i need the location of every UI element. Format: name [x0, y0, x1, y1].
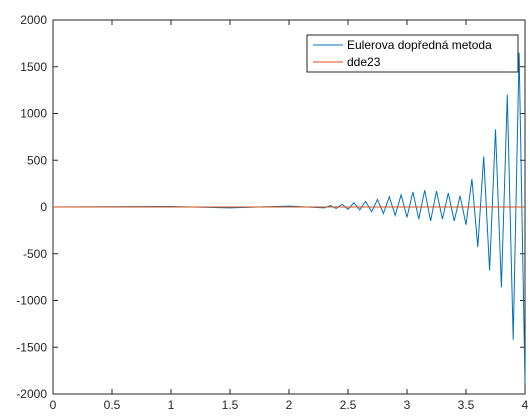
- series-lines: [52, 52, 526, 383]
- legend-box: [306, 34, 519, 73]
- legend: Eulerova dopředná metoda dde23: [306, 34, 519, 73]
- x-tick-label: 4: [522, 398, 529, 412]
- y-tick-label: -500: [23, 247, 47, 261]
- y-tick-label: 1500: [20, 60, 47, 74]
- axis-ticks: 0 0.5 1 1.5 2 2.5 3 3.5 4 2000 1500 1000 500 0 -500 -10…: [16, 13, 528, 412]
- legend-label: Eulerova dopředná metoda: [347, 38, 492, 52]
- x-tick-label: 1: [168, 398, 175, 412]
- x-tick-label: 3: [404, 398, 411, 412]
- y-tick-label: 1000: [20, 107, 47, 121]
- x-tick-label: 3.5: [458, 398, 475, 412]
- legend-label: dde23: [347, 55, 381, 69]
- x-tick-label: 2: [286, 398, 293, 412]
- x-tick-label: 0.5: [104, 398, 121, 412]
- y-tick-label: 2000: [20, 13, 47, 27]
- y-tick-label: -2000: [16, 387, 47, 401]
- x-tick-label: 1.5: [222, 398, 239, 412]
- y-tick-label: -1500: [16, 340, 47, 354]
- x-tick-label: 0: [50, 398, 57, 412]
- x-tick-label: 2.5: [340, 398, 357, 412]
- y-tick-label: 0: [40, 200, 47, 214]
- y-tick-label: 500: [27, 153, 47, 167]
- y-tick-label: -1000: [16, 294, 47, 308]
